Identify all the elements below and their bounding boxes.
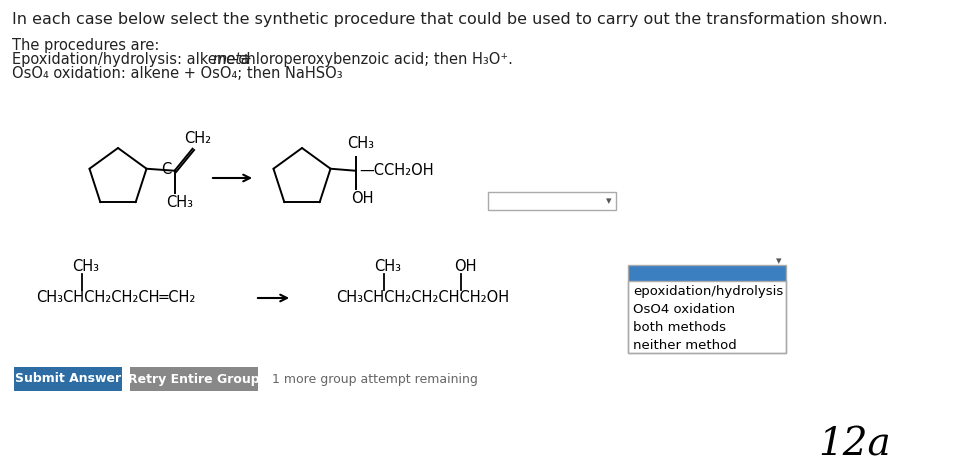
Text: Epoxidation/hydrolysis: alkene +: Epoxidation/hydrolysis: alkene + [12,52,256,67]
Text: CH₃CHCH₂CH₂CH═CH₂: CH₃CHCH₂CH₂CH═CH₂ [36,290,195,306]
Text: CH₃CHCH₂CH₂CHCH₂OH: CH₃CHCH₂CH₂CHCH₂OH [336,290,510,306]
Text: epoxidation/hydrolysis: epoxidation/hydrolysis [633,285,783,298]
Text: neither method: neither method [633,339,737,352]
Bar [628,281,786,353]
Text: ▾: ▾ [606,196,612,206]
Bar [488,192,616,210]
Text: OsO₄ oxidation: alkene + OsO₄; then NaHSO₃: OsO₄ oxidation: alkene + OsO₄; then NaHS… [12,66,342,81]
Text: CH₂: CH₂ [185,131,211,146]
Text: Retry Entire Group: Retry Entire Group [128,373,260,386]
Text: -chloroperoxybenzoic acid; then H₃O⁺.: -chloroperoxybenzoic acid; then H₃O⁺. [233,52,512,67]
Text: both methods: both methods [633,321,726,334]
Text: CH₃: CH₃ [374,259,401,274]
Bar [628,265,786,353]
Bar [14,367,122,391]
Text: CH₃: CH₃ [348,136,375,151]
Text: CH₃: CH₃ [72,259,99,274]
Text: meta: meta [212,52,250,67]
Text: OsO4 oxidation: OsO4 oxidation [633,303,735,316]
Text: OH: OH [352,191,374,206]
Bar [628,265,786,281]
Text: C: C [162,162,171,177]
Text: 1 more group attempt remaining: 1 more group attempt remaining [272,373,478,386]
Text: —CCH₂OH: —CCH₂OH [359,163,434,178]
Text: The procedures are:: The procedures are: [12,38,160,53]
Text: In each case below select the synthetic procedure that could be used to carry ou: In each case below select the synthetic … [12,12,888,27]
Text: CH₃: CH₃ [166,195,193,210]
Text: ▾: ▾ [776,256,782,266]
Bar [130,367,258,391]
Text: OH: OH [454,259,476,274]
Text: Submit Answer: Submit Answer [15,373,121,386]
Text: 12a: 12a [818,426,891,463]
